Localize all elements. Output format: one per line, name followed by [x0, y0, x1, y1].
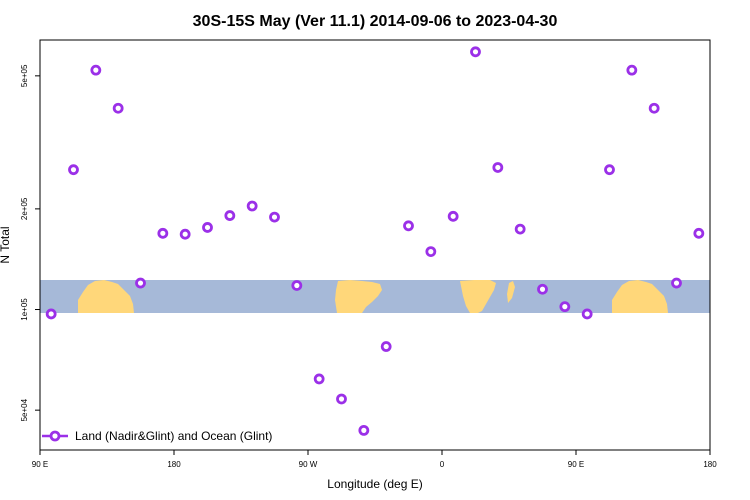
data-point [202, 222, 213, 233]
data-point [447, 210, 459, 222]
data-points [45, 46, 705, 436]
plot-area [39, 39, 711, 451]
data-point [68, 164, 79, 176]
x-tick-label: 90 E [32, 460, 48, 469]
plot-frame [39, 39, 711, 451]
legend-marker-swatch [49, 430, 61, 442]
data-point [671, 277, 682, 289]
x-tick-label: 90 W [299, 460, 318, 469]
data-point [492, 162, 504, 173]
data-point [626, 64, 638, 76]
landmass-australia-left [78, 280, 134, 313]
x-tick-label: 0 [440, 460, 445, 469]
data-point [313, 373, 325, 385]
data-point [358, 424, 370, 436]
data-point [514, 223, 526, 235]
landmass-australia-right [612, 280, 668, 313]
data-point [90, 64, 102, 76]
data-point [380, 341, 392, 352]
chart-title: 30S-15S May (Ver 11.1) 2014-09-06 to 202… [193, 13, 558, 30]
data-point [581, 308, 593, 320]
data-point [336, 393, 347, 405]
x-tick-label: 180 [167, 460, 181, 469]
data-point [224, 210, 236, 221]
data-point [135, 277, 146, 289]
landmass-madagascar [507, 281, 515, 303]
x-axis: 90 E 180 90 W 0 90 E 180 [32, 450, 717, 469]
data-point [179, 228, 191, 240]
y-tick-label: 2e+05 [20, 197, 29, 220]
data-point [470, 46, 481, 58]
world-map-band [40, 280, 710, 313]
x-tick-label: 180 [703, 460, 717, 469]
data-point [604, 164, 615, 176]
data-point [112, 102, 124, 114]
y-tick-label: 5e+04 [20, 398, 29, 421]
landmass-africa [460, 280, 496, 313]
data-point [648, 102, 660, 114]
x-tick-label: 90 E [568, 460, 584, 469]
y-axis-label: N Total [0, 226, 12, 263]
data-point [157, 227, 169, 239]
data-point [693, 227, 705, 239]
data-point [559, 301, 571, 313]
data-point [425, 246, 437, 258]
legend: Land (Nadir&Glint) and Ocean (Glint) [42, 429, 272, 443]
data-point [403, 220, 414, 232]
data-point [45, 308, 57, 320]
legend-entry: Land (Nadir&Glint) and Ocean (Glint) [75, 429, 272, 443]
data-point [269, 211, 280, 223]
y-axis: 5e+04 1e+05 2e+05 5e+05 [20, 64, 40, 421]
x-axis-label: Longitude (deg E) [327, 477, 422, 491]
data-point [291, 280, 303, 291]
y-tick-label: 1e+05 [20, 298, 29, 321]
data-point [246, 200, 258, 212]
landmass-south-america [335, 280, 382, 313]
y-tick-label: 5e+05 [20, 64, 29, 87]
data-point [537, 283, 548, 295]
